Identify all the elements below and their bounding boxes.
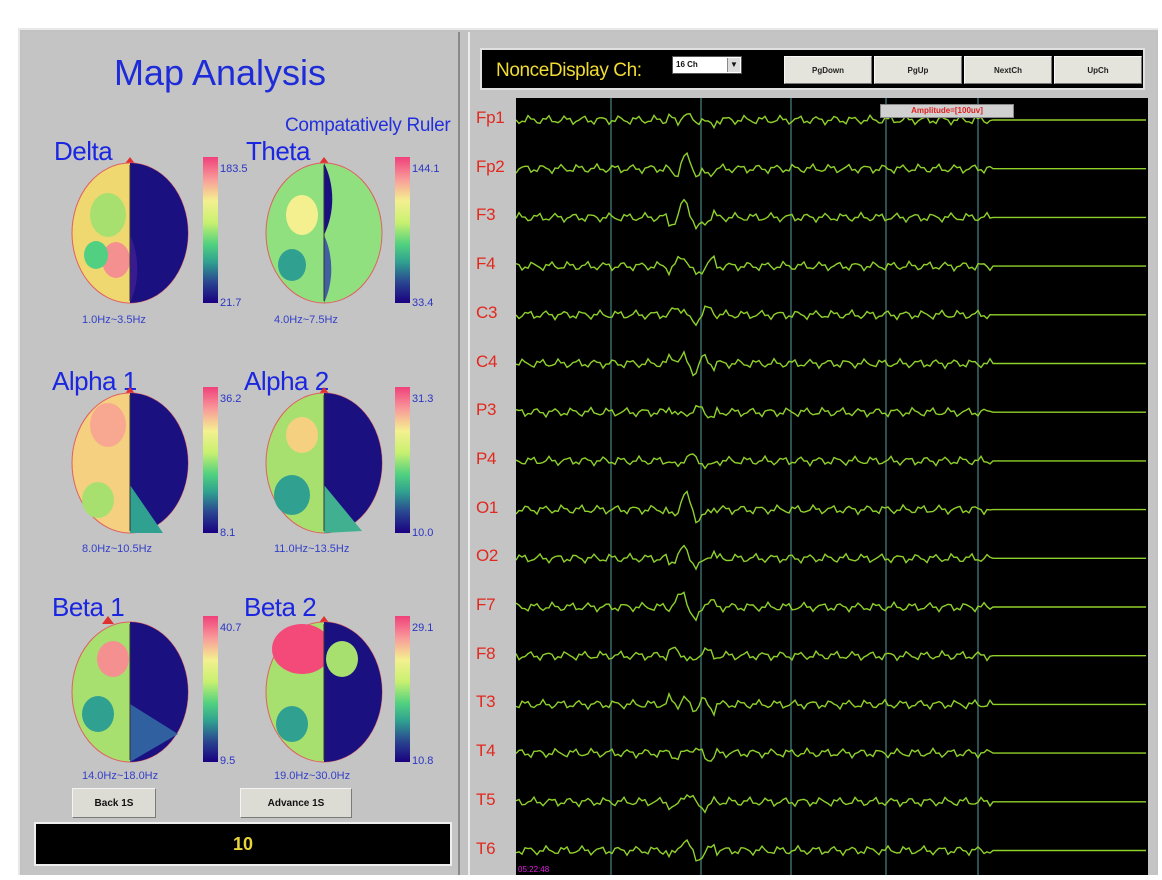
map-label-alpha1: Alpha 1 [52, 366, 137, 396]
nextch-button[interactable]: NextCh [964, 56, 1052, 84]
eeg-trace-p3 [515, 404, 1146, 419]
back-1s-button[interactable]: Back 1S [72, 788, 156, 818]
display-toolbar: NonceDisplay Ch: 16 Ch ▼ PgDown PgUp Nex… [480, 48, 1145, 90]
scale-max-delta: 183.5 [220, 163, 248, 175]
band-beta1: 14.0Hz~18.0Hz [82, 770, 159, 782]
scale-min-alpha1: 8.1 [220, 527, 236, 539]
band-alpha2: 11.0Hz~13.5Hz [274, 543, 350, 555]
eeg-trace-f8 [515, 646, 1146, 662]
counter-display: 10 [34, 822, 452, 866]
eeg-trace-c3 [515, 305, 1146, 327]
scale-max-theta: 144.1 [412, 163, 440, 175]
channel-label-p3: P3 [476, 400, 497, 420]
channel-label-f3: F3 [476, 205, 496, 225]
channel-label-c4: C4 [476, 351, 498, 371]
scale-min-theta: 33.4 [412, 297, 434, 309]
channel-label-o1: O1 [476, 497, 499, 517]
channel-label-t4: T4 [476, 741, 496, 761]
channel-label-fp1: Fp1 [476, 108, 505, 127]
eeg-trace-o2 [515, 544, 1146, 571]
map-label-alpha2: Alpha 2 [244, 366, 329, 396]
eeg-trace-f3 [515, 198, 1146, 231]
band-alpha1: 8.0Hz~10.5Hz [82, 543, 153, 555]
scale-min-delta: 21.7 [220, 297, 242, 309]
eeg-trace-t4 [515, 746, 1146, 762]
advance-1s-button[interactable]: Advance 1S [240, 788, 352, 818]
channel-label-p4: P4 [476, 448, 497, 468]
map-label-beta2: Beta 2 [244, 592, 317, 622]
brain-map-beta2 [265, 616, 410, 763]
eeg-trace-f7 [515, 591, 1146, 622]
channel-select[interactable]: 16 Ch ▼ [672, 56, 742, 74]
eeg-trace-fp1 [515, 113, 1146, 130]
band-theta: 4.0Hz~7.5Hz [274, 314, 338, 326]
brain-map-alpha2 [265, 387, 410, 534]
upch-button[interactable]: UpCh [1054, 56, 1142, 84]
eeg-trace-t6 [515, 838, 1146, 862]
page-title: Map Analysis [113, 52, 327, 93]
chevron-down-icon[interactable]: ▼ [727, 58, 740, 72]
channel-label-f8: F8 [476, 643, 496, 663]
brain-map-alpha1 [71, 387, 218, 534]
band-beta2: 19.0Hz~30.0Hz [274, 770, 351, 782]
map-label-beta1: Beta 1 [52, 592, 125, 622]
eeg-waveforms [515, 98, 1146, 875]
map-label-delta: Delta [54, 136, 113, 166]
scale-max-alpha2: 31.3 [412, 393, 434, 405]
channel-label-t3: T3 [476, 692, 496, 712]
eeg-trace-fp2 [515, 151, 1146, 178]
scale-max-alpha1: 36.2 [220, 393, 242, 405]
toolbar-title: NonceDisplay Ch: [496, 60, 642, 81]
amplitude-label: Amplitude=[100uv] [880, 104, 1014, 118]
eeg-trace-c4 [515, 350, 1146, 377]
channel-label-t5: T5 [476, 789, 496, 809]
pgup-button[interactable]: PgUp [874, 56, 962, 84]
brain-map-beta1 [71, 616, 218, 763]
channel-label-fp2: Fp2 [476, 156, 505, 176]
eeg-trace-f4 [515, 254, 1146, 277]
scale-min-beta1: 9.5 [220, 755, 236, 767]
ruler-label: Compatatively Ruler [285, 115, 451, 136]
eeg-trace-t3 [515, 691, 1146, 718]
brain-map-theta [265, 157, 410, 304]
scale-min-beta2: 10.8 [412, 755, 434, 767]
pgdown-button[interactable]: PgDown [784, 56, 872, 84]
map-label-theta: Theta [246, 136, 311, 166]
eeg-trace-t5 [515, 794, 1146, 814]
eeg-trace-area[interactable] [515, 98, 1148, 875]
channel-label-o2: O2 [476, 546, 499, 566]
channel-label-f4: F4 [476, 254, 496, 274]
scale-max-beta2: 29.1 [412, 622, 434, 634]
channel-label-c3: C3 [476, 302, 498, 322]
eeg-trace-p4 [515, 453, 1146, 470]
scale-min-alpha2: 10.0 [412, 527, 434, 539]
scale-max-beta1: 40.7 [220, 622, 242, 634]
brain-map-delta [71, 157, 218, 304]
channel-label-t6: T6 [476, 838, 496, 858]
channel-label-f7: F7 [476, 595, 496, 614]
channel-select-value: 16 Ch [676, 60, 698, 69]
eeg-trace-o1 [515, 490, 1146, 524]
band-delta: 1.0Hz~3.5Hz [82, 314, 146, 326]
timestamp: 05:22:48 [518, 865, 550, 874]
